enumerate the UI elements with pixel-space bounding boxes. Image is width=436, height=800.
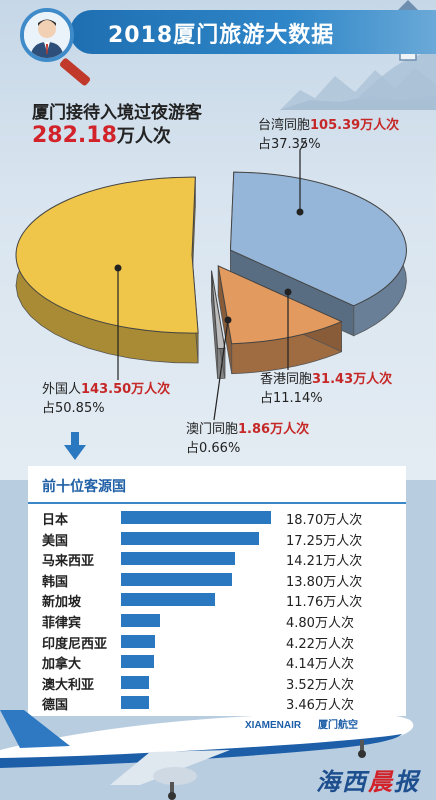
bar-row: 菲律宾 4.80万人次: [28, 611, 406, 631]
callout-percent: 占37.35%: [258, 137, 321, 152]
callout-macau: 澳门同胞1.86万人次 占0.66%: [186, 420, 309, 458]
bar-category-label: 美国: [42, 533, 69, 549]
leader-dot-4: [224, 316, 232, 324]
bar-row: 澳大利亚 3.52万人次: [28, 673, 406, 693]
callout-name: 台湾同胞: [258, 118, 311, 133]
callout-percent: 占50.85%: [42, 401, 105, 416]
bar-8: [121, 655, 155, 669]
brand-part3: 报: [394, 768, 420, 796]
bar-row: 印度尼西亚 4.22万人次: [28, 632, 406, 652]
top-ten-panel: 前十位客源国 日本 18.70万人次 美国 17.25万人次 马来西亚 14.21万人次韩…: [28, 466, 406, 716]
bar-2: [121, 531, 260, 545]
pie-slice-4: [210, 270, 226, 379]
bar-row: 马来西亚 14.21万人次: [28, 549, 406, 569]
bar-category-label: 澳大利亚: [42, 677, 95, 693]
leader-dot-3: [284, 288, 292, 296]
bar-value-label: 3.52万人次: [286, 677, 354, 693]
bar-10: [121, 696, 149, 710]
leader-line-4: [213, 319, 229, 421]
bar-value-label: 14.21万人次: [286, 554, 363, 570]
bar-category-label: 日本: [42, 513, 69, 528]
bar-category-label: 新加坡: [42, 595, 82, 611]
bar-row: 韩国 13.80万人次: [28, 570, 406, 590]
callout-name: 香港同胞: [260, 372, 313, 387]
bar-row: 日本 18.70万人次: [28, 508, 406, 528]
arrow-down-icon: [64, 432, 86, 460]
airline-name-cn: 厦门航空: [318, 718, 358, 731]
leader-line-2: [299, 139, 307, 212]
leader-dot-2: [296, 208, 304, 216]
pie-slice-1: [15, 176, 199, 364]
pie-slice-3: [217, 265, 343, 375]
bar-value-label: 4.22万人次: [286, 636, 354, 652]
bar-value-label: 13.80万人次: [286, 574, 363, 590]
bar-category-label: 菲律宾: [42, 616, 82, 631]
callout-percent: 占11.14%: [260, 391, 323, 406]
callout-taiwan: 台湾同胞105.39万人次 占37.35%: [258, 116, 399, 154]
bar-5: [121, 593, 216, 607]
bar-row: 美国 17.25万人次: [28, 529, 406, 549]
panel-divider: [28, 502, 406, 504]
bar-value-label: 18.70万人次: [286, 513, 363, 528]
bar-6: [121, 614, 160, 627]
airline-name: XIAMENAIR: [245, 720, 302, 731]
summary-label: 厦门接待入境过夜游客: [32, 103, 202, 123]
bar-9: [121, 675, 150, 689]
bar-category-label: 韩国: [42, 574, 69, 590]
bar-value-label: 3.46万人次: [286, 698, 354, 714]
callout-value: 1.86万人次: [238, 422, 310, 437]
callout-name: 澳门同胞: [186, 422, 239, 437]
bar-category-label: 马来西亚: [42, 554, 95, 570]
page-title: 2018厦门旅游大数据: [108, 23, 335, 48]
callout-value: 105.39万人次: [310, 118, 400, 133]
header-bar: [70, 10, 436, 54]
bar-value-label: 4.14万人次: [286, 657, 354, 673]
leader-dot-1: [114, 264, 122, 272]
bar-row: 新加坡 11.76万人次: [28, 590, 406, 610]
bar-row: 德国 3.46万人次: [28, 693, 406, 713]
bar-3: [121, 552, 235, 566]
brand-part1: 海西: [316, 768, 368, 796]
brand-part2: 晨: [368, 768, 394, 796]
bar-row: 加拿大 4.14万人次: [28, 652, 406, 672]
callout-value: 31.43万人次: [312, 372, 393, 387]
bar-category-label: 印度尼西亚: [42, 636, 108, 652]
bar-value-label: 4.80万人次: [286, 616, 354, 631]
avatar-icon: [20, 8, 74, 62]
pie-chart: [15, 139, 407, 421]
bar-7: [121, 634, 155, 648]
bar-4: [121, 572, 232, 586]
summary-number: 282.18: [32, 123, 117, 148]
callout-name: 外国人: [42, 382, 82, 397]
brand-logo: 海西晨报: [316, 762, 420, 797]
callout-value: 143.50万人次: [81, 382, 171, 397]
bar-value-label: 17.25万人次: [286, 533, 363, 549]
bar-category-label: 加拿大: [42, 657, 82, 673]
summary-unit: 万人次: [116, 126, 171, 147]
bar-value-label: 11.76万人次: [286, 595, 363, 611]
bar-1: [121, 511, 271, 524]
bar-category-label: 德国: [42, 698, 69, 714]
callout-foreign: 外国人143.50万人次 占50.85%: [42, 380, 170, 418]
callout-percent: 占0.66%: [186, 441, 241, 456]
airplane-illustration: XIAMENAIR 厦门航空: [0, 710, 414, 800]
summary-value: 282.18万人次: [32, 122, 171, 148]
callout-hongkong: 香港同胞31.43万人次 占11.14%: [260, 370, 392, 408]
panel-title: 前十位客源国: [42, 479, 126, 495]
